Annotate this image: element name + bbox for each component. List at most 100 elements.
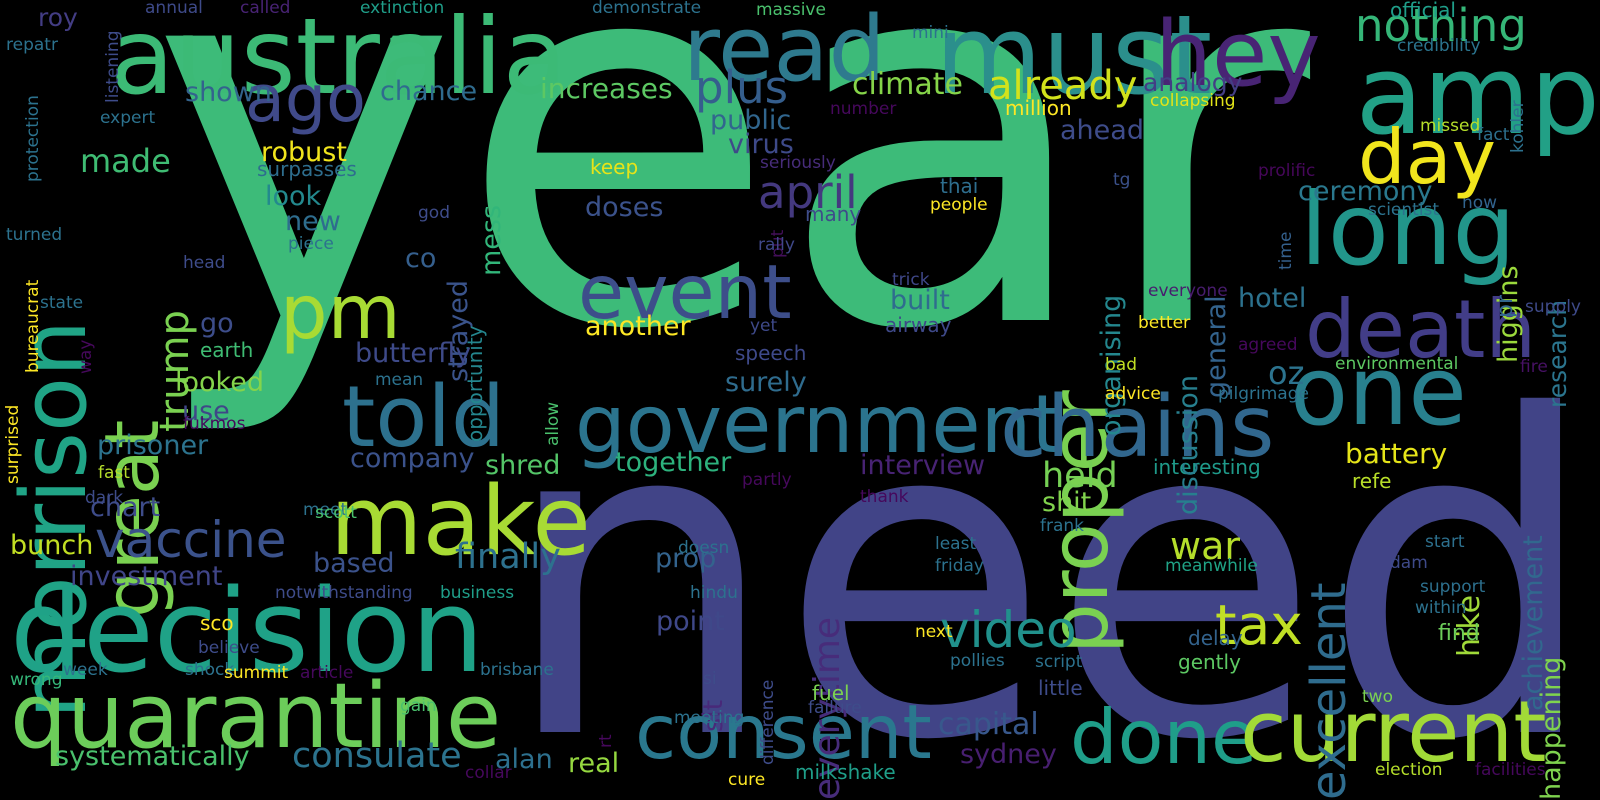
word-mess: mess <box>476 204 507 276</box>
word-believe: believe <box>198 638 260 658</box>
word-gently: gently <box>1178 650 1241 674</box>
word-already: already <box>988 63 1138 109</box>
word-seriously: seriously <box>760 153 836 173</box>
word-prisoner: prisoner <box>97 430 209 461</box>
word-gain: gain <box>400 696 437 716</box>
word-week: week <box>63 660 108 680</box>
word-shit: shit <box>1042 487 1092 518</box>
word-everyone: everyone <box>1148 281 1228 301</box>
word-read: read <box>683 0 886 102</box>
word-battery: battery <box>1345 437 1448 470</box>
word-go: go <box>200 308 234 339</box>
word-fire: fire <box>1520 357 1548 377</box>
word-allow: allow <box>543 401 563 446</box>
word-chance: chance <box>380 76 478 107</box>
word-demonstrate: demonstrate <box>592 0 702 18</box>
word-roy: roy <box>38 3 78 32</box>
word-people: people <box>930 195 988 215</box>
word-million: million <box>1005 96 1072 120</box>
word-analogy: analogy <box>1143 68 1243 97</box>
word-rt: rt <box>596 734 616 748</box>
word-long: long <box>1300 171 1516 288</box>
word-head: head <box>183 253 226 273</box>
word-script: script <box>1035 652 1083 672</box>
word-robust: robust <box>261 137 347 168</box>
word-look: look <box>265 181 322 212</box>
word-pr: pr <box>1493 294 1518 318</box>
word-rally: rally <box>758 235 795 255</box>
word-collapsing: collapsing <box>1150 91 1236 111</box>
word-fukmos: fukmos <box>183 414 246 434</box>
word-milkshake: milkshake <box>795 760 896 784</box>
word-consulate: consulate <box>292 736 462 776</box>
word-meanwhile: meanwhile <box>1165 556 1258 576</box>
word-systematically: systematically <box>55 741 250 772</box>
word-friday: friday <box>935 556 984 576</box>
word-agreed: agreed <box>1238 335 1298 355</box>
word-current: current <box>1240 683 1547 782</box>
word-surprised: surprised <box>3 404 23 484</box>
word-little: little <box>1038 676 1083 700</box>
word-called: called <box>240 0 291 18</box>
word-day: day <box>1358 113 1496 201</box>
word-annual: annual <box>145 0 203 18</box>
word-excellent: excellent <box>1301 582 1357 800</box>
word-told: told <box>342 368 505 467</box>
word-general: general <box>1201 295 1232 398</box>
word-delay: delay <box>1188 626 1243 650</box>
word-time: time <box>1276 231 1296 270</box>
word-scientist: scientist <box>1368 200 1440 220</box>
word-earth: earth <box>200 338 254 362</box>
word-official: official <box>1390 0 1456 22</box>
word-support: support <box>1420 577 1486 597</box>
word-video: video <box>940 601 1077 659</box>
word-partly: partly <box>742 470 792 490</box>
word-point: point <box>656 606 725 637</box>
word-event: event <box>578 248 792 336</box>
word-wrong: wrong <box>10 670 63 690</box>
word-many: many <box>805 202 862 226</box>
word-number: number <box>830 99 897 119</box>
word-pollies: pollies <box>950 651 1005 671</box>
word-pilgrimage: pilgrimage <box>1218 384 1309 404</box>
word-meeting: meeting <box>674 708 745 728</box>
word-bad: bad <box>1105 355 1137 375</box>
word-company: company <box>350 443 475 474</box>
word-tax: tax <box>1215 593 1303 657</box>
word-death: death <box>1305 283 1537 376</box>
word-plus: plus <box>695 61 789 114</box>
word-start: start <box>1425 532 1465 552</box>
word-tg: tg <box>1113 170 1131 190</box>
word-keep: keep <box>590 155 639 179</box>
word-doses: doses <box>585 192 664 223</box>
word-listening: listening <box>103 30 123 104</box>
word-si: si <box>703 669 717 689</box>
word-held: held <box>1042 456 1118 496</box>
word-nothing: nothing <box>1355 0 1527 52</box>
word-find: find <box>1438 621 1480 646</box>
word-together: together <box>615 447 732 478</box>
word-credibility: credibility <box>1397 36 1481 56</box>
word-refe: refe <box>1352 469 1392 493</box>
word-shock: shock <box>185 660 235 680</box>
word-investment: investment <box>70 561 223 592</box>
word-god: god <box>418 203 450 223</box>
word-alan: alan <box>495 744 553 775</box>
word-piece: piece <box>288 234 334 254</box>
word-climate: climate <box>852 67 963 102</box>
word-use: use <box>182 396 230 427</box>
word-dark: dark <box>85 488 124 508</box>
word-make: make <box>330 467 591 577</box>
word-election: election <box>1375 760 1443 780</box>
word-ago: ago <box>245 62 366 137</box>
word-cure: cure <box>728 770 766 790</box>
word-hotel: hotel <box>1238 283 1307 314</box>
word-collar: collar <box>465 763 512 783</box>
word-better: better <box>1138 313 1191 333</box>
word-least: least <box>935 534 977 554</box>
word-made: made <box>80 142 171 180</box>
word-failure: failure <box>808 698 862 718</box>
word-government: government <box>575 378 1063 471</box>
word-butterfly: butterfly <box>355 338 472 369</box>
